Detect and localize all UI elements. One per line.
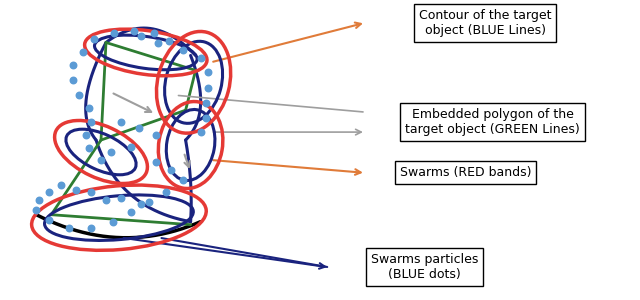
Point	[81, 133, 92, 137]
Point	[74, 93, 84, 98]
Point	[202, 86, 212, 91]
Point	[195, 130, 205, 134]
Point	[96, 158, 106, 162]
Point	[200, 116, 211, 121]
Point	[116, 120, 126, 124]
Point	[109, 30, 119, 35]
Point	[64, 225, 74, 230]
Point	[195, 56, 205, 61]
Point	[125, 209, 136, 214]
Point	[136, 201, 146, 206]
Point	[86, 120, 96, 124]
Point	[68, 63, 78, 68]
Point	[134, 126, 144, 130]
Point	[125, 145, 136, 149]
Point	[34, 197, 44, 202]
Text: Swarms (RED bands): Swarms (RED bands)	[399, 167, 531, 179]
Point	[101, 197, 111, 202]
Point	[200, 101, 211, 106]
Point	[143, 200, 154, 204]
Point	[136, 33, 146, 38]
Point	[161, 189, 171, 194]
Point	[78, 50, 88, 55]
Point	[152, 40, 163, 45]
Point	[89, 36, 99, 41]
Point	[116, 195, 126, 200]
Point	[108, 219, 118, 224]
Point	[148, 30, 159, 35]
Point	[129, 28, 139, 33]
Point	[106, 150, 116, 154]
Text: Contour of the target
object (BLUE Lines): Contour of the target object (BLUE Lines…	[419, 9, 552, 37]
Point	[71, 188, 81, 192]
Point	[177, 48, 188, 53]
Point	[177, 178, 188, 182]
Text: Swarms particles
(BLUE dots): Swarms particles (BLUE dots)	[371, 254, 478, 281]
Point	[56, 182, 67, 187]
Point	[31, 207, 42, 212]
Point	[150, 133, 161, 137]
Point	[44, 217, 54, 222]
Point	[84, 106, 94, 111]
Point	[68, 78, 78, 83]
Point	[86, 189, 96, 194]
Point	[84, 146, 94, 150]
Point	[164, 38, 174, 43]
Point	[166, 167, 176, 172]
Point	[86, 225, 96, 230]
Text: Embedded polygon of the
target object (GREEN Lines): Embedded polygon of the target object (G…	[405, 108, 580, 136]
Point	[202, 70, 212, 75]
Point	[150, 160, 161, 164]
Point	[44, 189, 54, 194]
